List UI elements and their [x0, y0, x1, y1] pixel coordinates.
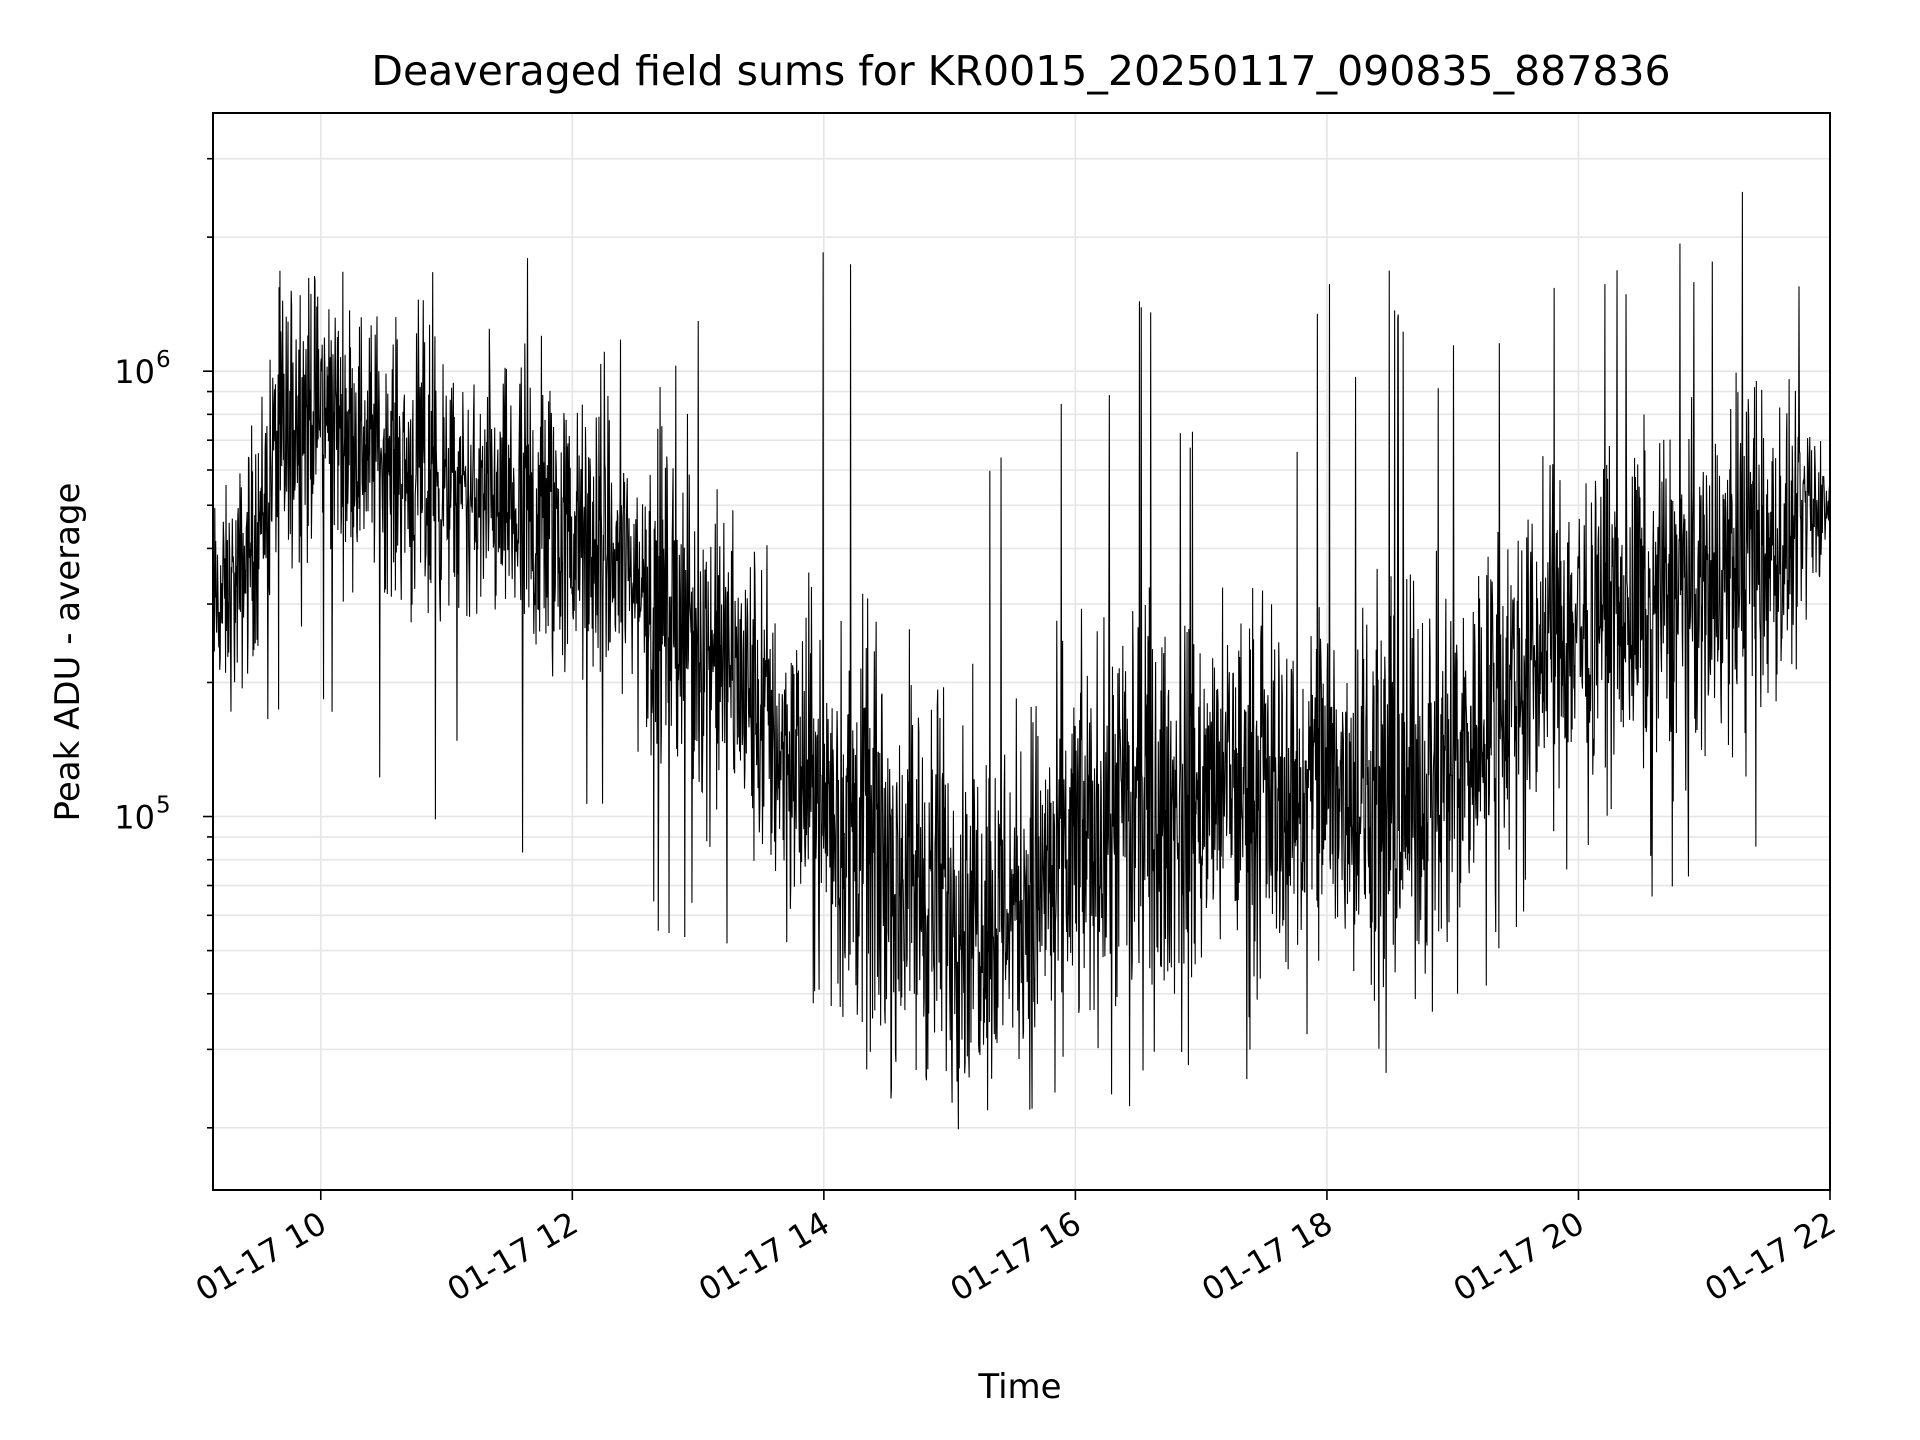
y-tick-base: 10	[114, 799, 155, 837]
y-axis-label: Peak ADU - average	[48, 483, 88, 822]
y-tick-exponent: 6	[156, 347, 171, 373]
y-tick-base: 10	[114, 353, 155, 391]
series-line	[212, 191, 1831, 1130]
y-tick-label: 10	[114, 799, 155, 837]
chart-title: Deaveraged field sums for KR0015_2025011…	[371, 47, 1670, 95]
plot-frame	[212, 112, 1831, 1191]
x-axis-label: Time	[977, 1367, 1061, 1407]
y-tick-label: 10	[114, 353, 155, 391]
y-tick-exponent: 5	[156, 793, 171, 819]
plot-area	[212, 191, 1831, 1130]
